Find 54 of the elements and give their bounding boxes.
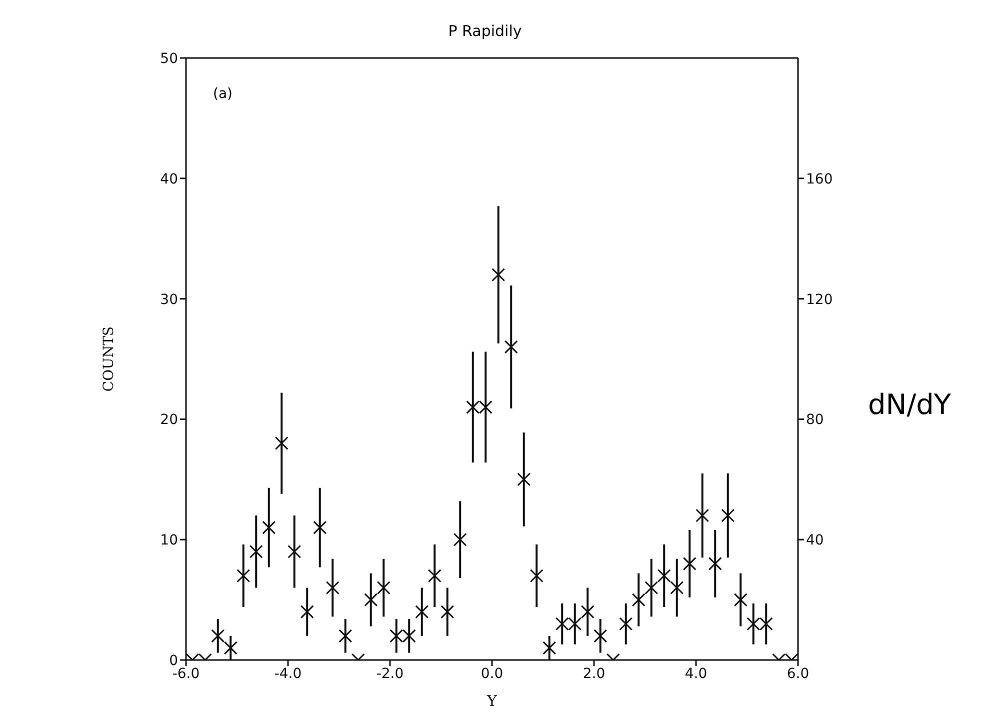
point: [492, 268, 506, 282]
point: [224, 641, 238, 655]
point: [734, 593, 748, 607]
point: [326, 581, 340, 595]
point: [594, 629, 608, 643]
annotation: (a): [213, 86, 233, 102]
point: [580, 605, 594, 619]
y2-tick-label: 40: [806, 532, 824, 549]
point: [376, 581, 390, 595]
x-tick-label: 0.0: [480, 666, 504, 682]
point: [364, 593, 378, 607]
point: [530, 568, 544, 582]
point: [721, 508, 735, 522]
point: [440, 605, 454, 619]
point: [657, 568, 671, 582]
point: [632, 593, 646, 607]
y2-tick-label: 80: [806, 412, 824, 428]
point: [249, 544, 263, 558]
y2-tick-label: 120: [806, 292, 833, 308]
y2-axis-title: dN/dY: [868, 388, 952, 421]
x-tick-label: 6.0: [786, 666, 810, 682]
y-tick-label: 30: [160, 292, 178, 308]
point: [696, 508, 710, 522]
point: [415, 605, 429, 619]
y-axis-title: COUNTS: [100, 326, 117, 392]
point: [428, 568, 442, 582]
y-tick-label: 40: [160, 171, 178, 188]
point: [517, 472, 531, 486]
point: [236, 568, 250, 582]
y-tick-label: 10: [160, 532, 178, 549]
point: [211, 629, 225, 643]
point: [504, 340, 518, 354]
point: [274, 436, 288, 450]
point: [682, 556, 696, 570]
y2-tick-label: 160: [806, 171, 833, 188]
y-tick-label: 20: [160, 412, 178, 428]
y-tick-label: 50: [160, 50, 178, 67]
x-tick-label: 2.0: [582, 666, 606, 682]
point: [453, 532, 467, 546]
x-tick-label: -4.0: [274, 666, 302, 682]
point: [619, 617, 633, 631]
x-tick-label: -2.0: [376, 666, 404, 682]
point: [338, 629, 352, 643]
point: [708, 556, 722, 570]
point: [300, 605, 314, 619]
point: [262, 520, 276, 534]
point: [670, 581, 684, 595]
point: [288, 544, 302, 558]
x-axis-title: Y: [486, 692, 498, 710]
chart-title: P Rapidily: [447, 22, 523, 40]
point: [542, 641, 556, 655]
point: [644, 581, 658, 595]
point: [313, 520, 327, 534]
x-tick-label: 4.0: [684, 666, 708, 682]
